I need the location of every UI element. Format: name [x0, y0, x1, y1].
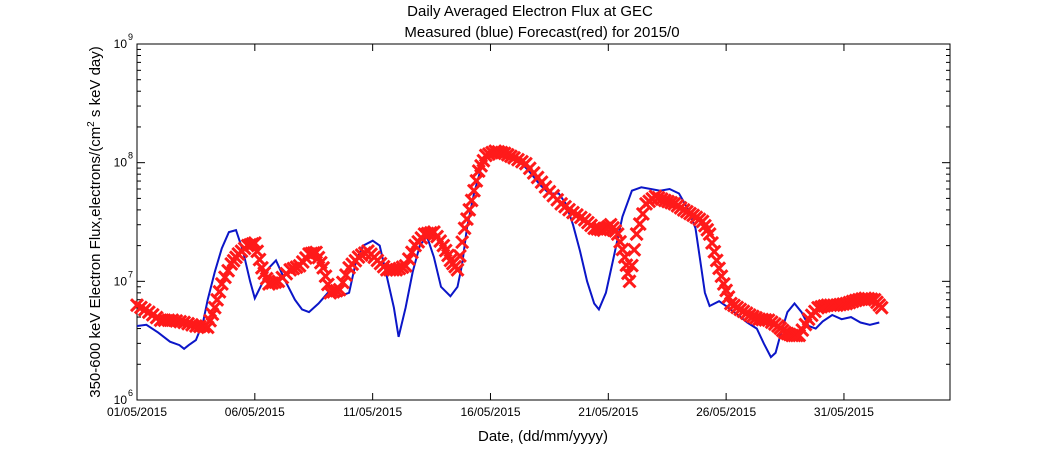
x-tick-label: 01/05/2015 [107, 405, 167, 419]
forecast-point [450, 262, 465, 277]
x-tick-label: 21/05/2015 [578, 405, 638, 419]
forecast-series-markers [129, 144, 889, 343]
x-tick-label: 11/05/2015 [343, 405, 402, 419]
forecast-point [455, 235, 470, 250]
forecast-point [627, 242, 642, 257]
chart-subtitle: Measured (blue) Forecast(red) for 2015/0 [404, 24, 679, 41]
forecast-point [629, 227, 644, 242]
y-tick-label: 10 [114, 274, 128, 288]
forecast-point [464, 193, 479, 208]
forecast-point [210, 292, 225, 307]
forecast-point [207, 300, 222, 315]
x-tick-label: 06/05/2015 [225, 405, 285, 419]
forecast-point [268, 275, 283, 290]
chart-title: Daily Averaged Electron Flux at GEC [407, 3, 653, 20]
forecast-point [452, 248, 467, 264]
y-axis-label-main: 350-600 keV Electron Flux,electrons/(cm [87, 127, 104, 398]
forecast-point [632, 216, 647, 232]
y-tick-label: 10 [114, 37, 128, 51]
forecast-point [624, 258, 639, 273]
y-tick-exponent: 9 [128, 32, 133, 42]
x-axis-label: Date, (dd/mm/yyyy) [478, 428, 608, 445]
y-tick-label: 10 [114, 156, 128, 170]
forecast-point [338, 268, 354, 283]
forecast-point [622, 274, 637, 289]
forecast-point [332, 282, 347, 297]
forecast-point [177, 315, 192, 330]
forecast-point [709, 253, 724, 268]
x-tick-label: 26/05/2015 [696, 405, 756, 419]
y-tick-exponent: 7 [128, 269, 133, 279]
forecast-point [787, 328, 802, 343]
y-axis-label-superscript: 2 [86, 121, 97, 127]
y-tick-exponent: 6 [128, 388, 133, 398]
y-axis-label-tail: s keV day) [87, 46, 104, 121]
forecast-point [635, 206, 650, 221]
y-tick-exponent: 8 [128, 151, 133, 161]
forecast-point [469, 173, 484, 188]
forecast-point [212, 284, 227, 299]
forecast-point [466, 183, 482, 198]
y-axis-label: 350-600 keV Electron Flux,electrons/(cm2… [86, 46, 104, 398]
forecast-point [712, 261, 727, 276]
x-axis-ticks: 01/05/2015 06/05/2015 11/05/2015 16/05/2015… [107, 44, 874, 419]
x-tick-label: 31/05/2015 [814, 405, 874, 419]
forecast-point [714, 269, 729, 284]
forecast-point [874, 300, 889, 315]
y-tick-label: 10 [114, 393, 128, 407]
forecast-point [335, 275, 350, 290]
x-tick-label: 16/05/2015 [460, 405, 520, 419]
plot-frame [136, 43, 951, 401]
forecast-point [180, 316, 196, 331]
